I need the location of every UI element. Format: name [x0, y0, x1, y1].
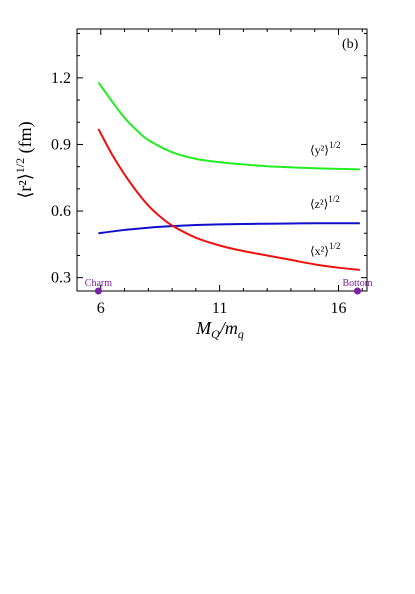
y-tick-label: 1.2 — [51, 70, 71, 87]
markers-layer: Charm Bottom — [85, 278, 373, 295]
y-axis-title: ⟨r²⟩1/2 (fm) — [13, 121, 36, 198]
marker-dot-1 — [353, 287, 361, 295]
x-tick-label: 11 — [212, 300, 227, 317]
series-label-z: ⟨z²⟩1/2 — [310, 194, 340, 211]
y-tick-label: 0.6 — [51, 203, 71, 220]
series-label-x: ⟨x²⟩1/2 — [310, 241, 340, 258]
marker-label-0: Charm — [85, 278, 112, 289]
series-line-1 — [98, 222, 360, 235]
panel-label: (b) — [342, 37, 359, 52]
x-tick-label: 16 — [330, 300, 346, 317]
y-tick-label: 0.9 — [51, 136, 71, 153]
series-layer — [97, 81, 360, 271]
x-axis-title: MQ/mq — [195, 318, 244, 341]
series-line-0 — [97, 81, 360, 171]
marker-label-1: Bottom — [342, 278, 372, 289]
x-tick-label: 6 — [97, 300, 105, 317]
series-line-2 — [97, 128, 360, 271]
marker-dot-0 — [94, 287, 102, 295]
ticks: 6 11 16 0.3 0.6 0.9 1.2 — [51, 29, 367, 317]
plot-frame — [76, 28, 368, 292]
y-tick-label: 0.3 — [51, 270, 71, 287]
series-label-y: ⟨y²⟩1/2 — [310, 140, 340, 157]
